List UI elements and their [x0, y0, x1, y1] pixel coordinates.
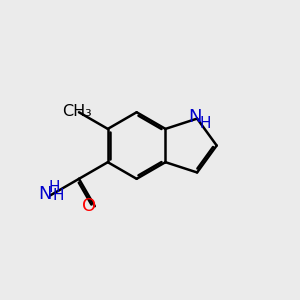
Text: H: H — [49, 180, 60, 195]
Text: H: H — [52, 188, 64, 203]
Text: CH₃: CH₃ — [62, 103, 92, 118]
Text: O: O — [82, 196, 97, 214]
Text: H: H — [199, 116, 211, 131]
Text: N: N — [38, 185, 52, 203]
Text: N: N — [189, 108, 202, 126]
